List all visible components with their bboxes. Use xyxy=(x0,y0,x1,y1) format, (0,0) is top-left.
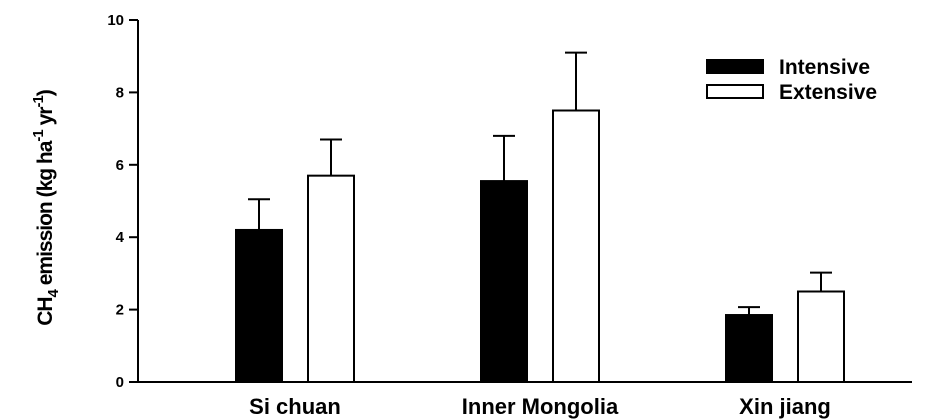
ylabel-prefix: CH xyxy=(34,297,57,325)
y-tick-label-2: 2 xyxy=(116,302,124,319)
bar-intensive-0 xyxy=(235,228,283,383)
x-tick-label-0: Si chuan xyxy=(249,394,341,419)
y-tick-label-10: 10 xyxy=(107,12,124,29)
y-tick-label-6: 6 xyxy=(116,157,124,174)
bar-extensive-1 xyxy=(552,109,600,383)
y-tick-label-0: 0 xyxy=(116,374,124,391)
y-axis-label: CH4 emission (kg ha-1 yr-1) xyxy=(30,90,62,326)
ylabel-text: emission (kg ha xyxy=(34,140,57,290)
ylabel-subscript: 4 xyxy=(45,288,62,297)
ylabel-mid: yr xyxy=(34,107,57,131)
bar-extensive-0 xyxy=(307,174,355,383)
bars: Si chuan Inner Mongolia Xin jiang xyxy=(235,51,845,419)
y-tick-label-8: 8 xyxy=(116,84,124,101)
legend-label-extensive: Extensive xyxy=(779,81,877,104)
bar-intensive-2 xyxy=(725,314,773,383)
bar-intensive-1 xyxy=(480,180,528,383)
y-tick-label-4: 4 xyxy=(116,229,125,246)
x-tick-label-1: Inner Mongolia xyxy=(462,394,619,419)
legend-swatch-intensive xyxy=(706,59,764,74)
legend-label-intensive: Intensive xyxy=(779,56,870,79)
ylabel-suffix: ) xyxy=(34,90,57,96)
ylabel-superscript-1: -1 xyxy=(30,130,47,142)
bar-extensive-2 xyxy=(797,290,845,383)
x-tick-label-2: Xin jiang xyxy=(739,394,831,419)
legend-swatch-extensive xyxy=(706,84,764,99)
ylabel-superscript-2: -1 xyxy=(30,96,47,108)
svg-text:CH4 emission (kg ha-1 yr-1): CH4 emission (kg ha-1 yr-1) xyxy=(30,90,62,326)
